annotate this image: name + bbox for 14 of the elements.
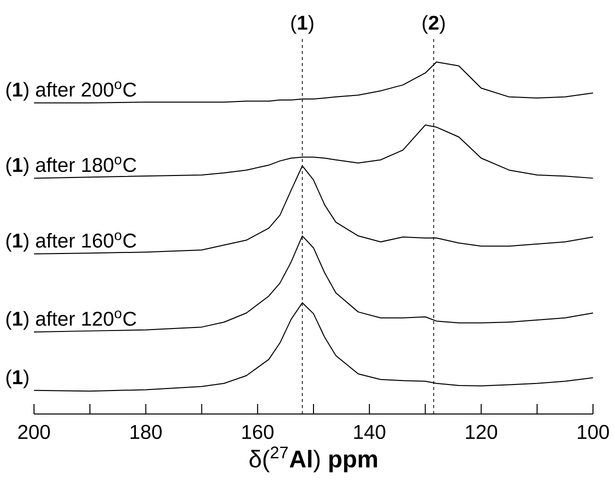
text: (1) <box>291 15 314 34</box>
series-label: (1) after 120$^{o}$C <box>6 310 136 330</box>
x-tick-label: 140 <box>354 424 386 440</box>
series-label: (1) after 200$^{o}$C <box>6 81 136 101</box>
x-tick-label: 100 <box>578 424 609 440</box>
series-label: (1) <box>6 370 28 388</box>
x-tick-label: 120 <box>466 424 498 440</box>
x-axis-title: δ($^{27}$Al) ppm <box>250 446 377 472</box>
x-tick-label: 200 <box>18 424 50 440</box>
x-tick-label: 160 <box>242 424 274 440</box>
text: (2) <box>422 15 445 34</box>
series-label: (1) after 160$^{o}$C <box>6 232 136 252</box>
x-tick-label: 180 <box>130 424 162 440</box>
series-label: (1) after 180$^{o}$C <box>6 156 136 176</box>
